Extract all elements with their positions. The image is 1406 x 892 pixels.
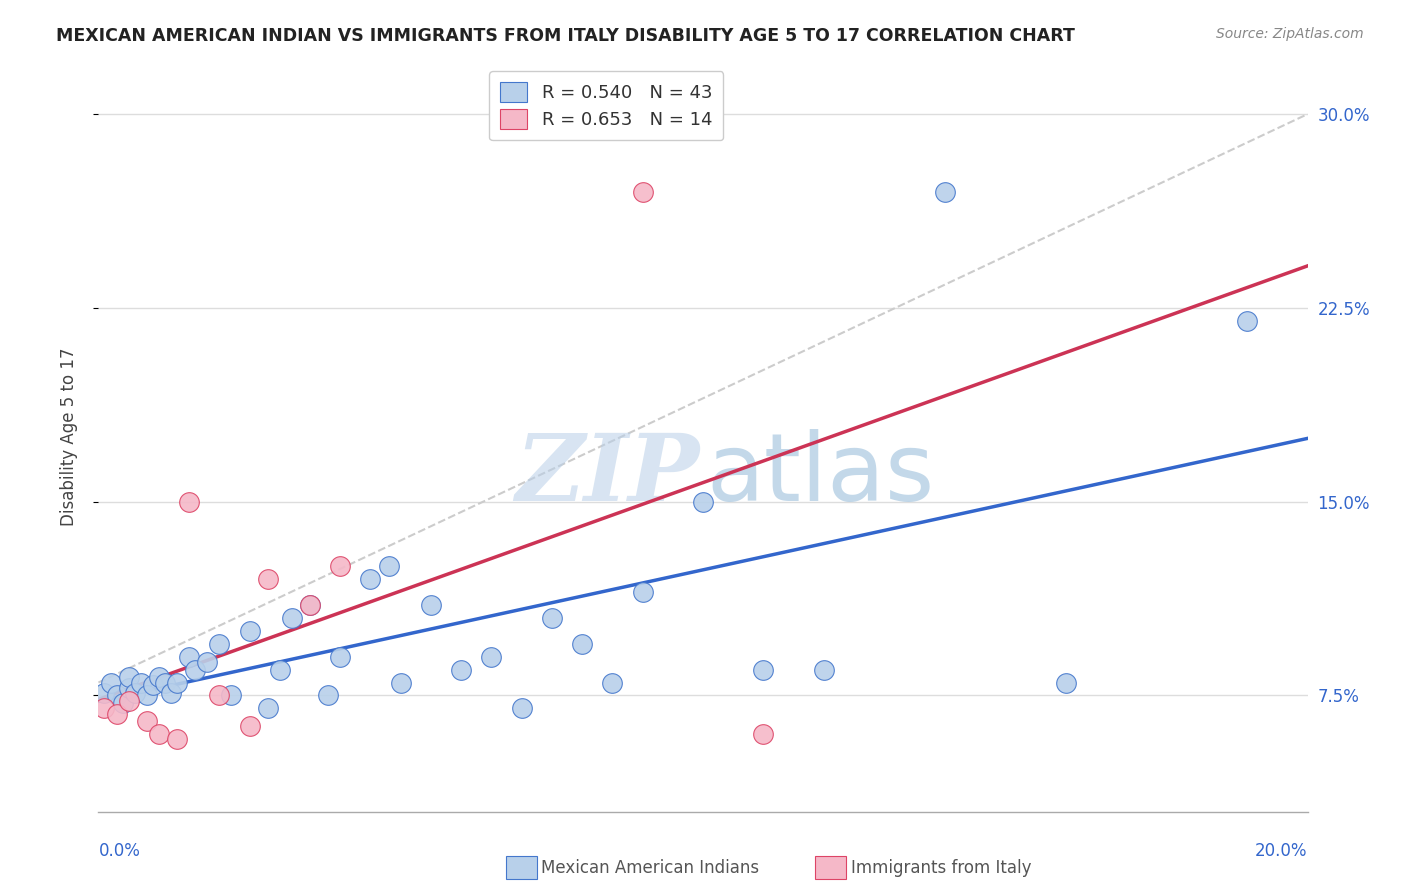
Point xyxy=(510,701,533,715)
Point xyxy=(221,689,243,703)
Point xyxy=(208,689,231,703)
Point xyxy=(160,686,183,700)
Point xyxy=(195,655,218,669)
Point xyxy=(269,663,291,677)
Text: MEXICAN AMERICAN INDIAN VS IMMIGRANTS FROM ITALY DISABILITY AGE 5 TO 17 CORRELAT: MEXICAN AMERICAN INDIAN VS IMMIGRANTS FR… xyxy=(56,27,1076,45)
Text: Source: ZipAtlas.com: Source: ZipAtlas.com xyxy=(1216,27,1364,41)
Point xyxy=(813,663,835,677)
Point xyxy=(166,675,188,690)
Point xyxy=(135,689,157,703)
Point xyxy=(1054,675,1077,690)
Point xyxy=(239,624,262,638)
Point xyxy=(148,727,170,741)
Point xyxy=(450,663,472,677)
Point xyxy=(118,681,141,695)
Point xyxy=(540,611,562,625)
Point xyxy=(934,185,956,199)
Point xyxy=(631,185,654,199)
Point xyxy=(179,649,201,664)
Point xyxy=(377,559,399,574)
Point xyxy=(148,670,170,684)
Point xyxy=(752,727,775,741)
Point xyxy=(179,494,201,508)
Y-axis label: Disability Age 5 to 17: Disability Age 5 to 17 xyxy=(59,348,77,526)
Text: 0.0%: 0.0% xyxy=(98,842,141,860)
Point xyxy=(360,572,382,586)
Text: Mexican American Indians: Mexican American Indians xyxy=(541,859,759,877)
Point xyxy=(184,663,207,677)
Point xyxy=(389,675,412,690)
Point xyxy=(208,637,231,651)
Point xyxy=(299,598,322,612)
Point xyxy=(631,585,654,599)
Legend: R = 0.540   N = 43, R = 0.653   N = 14: R = 0.540 N = 43, R = 0.653 N = 14 xyxy=(489,71,723,140)
Point xyxy=(93,701,115,715)
Point xyxy=(299,598,322,612)
Point xyxy=(316,689,339,703)
Point xyxy=(142,678,165,692)
Point xyxy=(105,706,128,721)
Point xyxy=(239,719,262,733)
Text: 20.0%: 20.0% xyxy=(1256,842,1308,860)
Point xyxy=(100,675,122,690)
Point xyxy=(129,675,152,690)
Point xyxy=(256,701,278,715)
Point xyxy=(135,714,157,729)
Point xyxy=(281,611,304,625)
Point xyxy=(111,696,134,710)
Point xyxy=(256,572,278,586)
Point xyxy=(329,649,352,664)
Point xyxy=(752,663,775,677)
Point xyxy=(118,670,141,684)
Point xyxy=(93,686,115,700)
Point xyxy=(166,732,188,747)
Point xyxy=(153,675,176,690)
Point xyxy=(105,689,128,703)
Point xyxy=(481,649,503,664)
Point xyxy=(329,559,352,574)
Point xyxy=(1236,314,1258,328)
Point xyxy=(420,598,443,612)
Text: Immigrants from Italy: Immigrants from Italy xyxy=(851,859,1031,877)
Text: ZIP: ZIP xyxy=(515,430,699,519)
Point xyxy=(571,637,593,651)
Point xyxy=(124,686,146,700)
Point xyxy=(602,675,624,690)
Point xyxy=(692,494,714,508)
Point xyxy=(118,693,141,707)
Text: atlas: atlas xyxy=(707,428,935,521)
